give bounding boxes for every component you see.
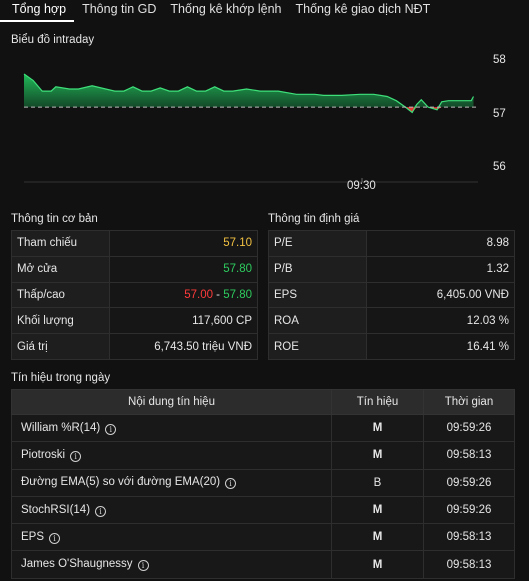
table-row: ROA 12.03 % [268,307,515,335]
column-header-content: Nội dung tín hiệu [11,389,332,415]
signal-value: M [331,495,424,525]
signal-name: Piotroski [21,448,66,461]
info-icon[interactable]: i [137,560,149,572]
y-tick-label: 56 [493,161,506,173]
signal-name-cell: Đường EMA(5) so với đường EMA(20) i [11,468,332,497]
y-tick-label: 58 [493,54,506,66]
signal-value: B [331,468,424,497]
signal-name: StochRSI(14) [21,503,91,516]
table-row[interactable]: Piotroski i M 09:58:13 [11,441,515,470]
signal-time: 09:58:13 [423,441,515,470]
table-row: Mở cửa 57.80 [11,255,258,283]
low-high-label: Thấp/cao [11,281,110,309]
signal-name: James O'Shaugnessy [21,558,133,571]
tab-investor-stats[interactable]: Thống kê giao dịch NĐT [295,2,431,16]
signal-name: Đường EMA(5) so với đường EMA(20) [21,476,221,489]
price-area [24,74,474,108]
table-row[interactable]: EPS i M 09:58:13 [11,523,515,552]
signal-time: 09:59:26 [423,413,515,443]
table-row: Tham chiếu 57.10 [11,230,258,257]
chart-title: Biểu đồ intraday [11,34,95,46]
table-row: EPS 6,405.00 VNĐ [268,281,515,309]
price-line [23,73,475,114]
y-tick-label: 57 [493,108,506,120]
ref-price-value: 57.10 [109,230,258,257]
basic-info-title: Thông tin cơ bản [11,213,98,225]
volume-value: 117,600 CP [109,307,258,335]
column-header-time: Thời gian [423,389,515,415]
table-row[interactable]: William %R(14) i M 09:59:26 [11,413,515,443]
signal-name-cell: Piotroski i [11,441,332,470]
basic-info-table: Tham chiếu 57.10 Mở cửa 57.80 Thấp/cao 5… [11,230,258,360]
roa-label: ROA [268,307,367,335]
x-tick-label: 09:30 [347,180,376,192]
signal-name-cell: William %R(14) i [11,413,332,443]
signal-time: 09:59:26 [423,495,515,525]
signal-value: M [331,413,424,443]
signal-value: M [331,550,424,579]
tab-matched-orders[interactable]: Thống kê khớp lệnh [170,2,282,16]
value-label: Giá trị [11,333,110,360]
signal-name-cell: EPS i [11,523,332,552]
table-row: P/E 8.98 [268,230,515,257]
info-icon[interactable]: i [105,423,117,435]
valuation-title: Thông tin định giá [268,213,360,225]
signal-value: M [331,523,424,552]
info-icon[interactable]: i [225,478,237,490]
signal-time: 09:58:13 [423,550,515,579]
trade-value: 6,743.50 triệu VNĐ [109,333,258,360]
info-icon[interactable]: i [49,532,61,544]
low-high-value: 57.00 - 57.80 [109,281,258,309]
table-row[interactable]: StochRSI(14) i M 09:59:26 [11,495,515,525]
signal-time: 09:58:13 [423,523,515,552]
signals-table: Nội dung tín hiệu Tín hiệu Thời gian Wil… [11,389,515,579]
table-row[interactable]: Đường EMA(5) so với đường EMA(20) i B 09:… [11,468,515,497]
eps-value: 6,405.00 VNĐ [366,281,515,309]
open-price-label: Mở cửa [11,255,110,283]
pb-value: 1.32 [366,255,515,283]
valuation-table: P/E 8.98 P/B 1.32 EPS 6,405.00 VNĐ ROA 1… [268,230,515,360]
table-row: ROE 16.41 % [268,333,515,360]
signal-time: 09:59:26 [423,468,515,497]
roe-label: ROE [268,333,367,360]
range-separator: - [212,288,224,301]
pb-label: P/B [268,255,367,283]
info-icon[interactable]: i [70,450,82,462]
tab-bar: Tổng hợp Thông tin GD Thống kê khớp lệnh… [0,0,529,22]
table-row[interactable]: James O'Shaugnessy i M 09:58:13 [11,550,515,579]
high-price: 57.80 [223,288,252,301]
table-row: Thấp/cao 57.00 - 57.80 [11,281,258,309]
signal-name: EPS [21,530,45,543]
signal-value: M [331,441,424,470]
pe-value: 8.98 [366,230,515,257]
table-header-row: Nội dung tín hiệu Tín hiệu Thời gian [11,389,515,415]
roe-value: 16.41 % [366,333,515,360]
table-row: Giá trị 6,743.50 triệu VNĐ [11,333,258,360]
info-icon[interactable]: i [95,505,107,517]
ref-price-label: Tham chiếu [11,230,110,257]
column-header-signal: Tín hiệu [331,389,424,415]
table-row: P/B 1.32 [268,255,515,283]
pe-label: P/E [268,230,367,257]
tab-trading-info[interactable]: Thông tin GD [82,2,157,16]
low-price: 57.00 [184,288,213,301]
signals-title: Tín hiệu trong ngày [11,372,111,384]
eps-label: EPS [268,281,367,309]
signal-name-cell: James O'Shaugnessy i [11,550,332,579]
table-row: Khối lượng 117,600 CP [11,307,258,335]
tab-overview[interactable]: Tổng hợp [0,0,75,22]
signal-name: William %R(14) [21,421,101,434]
intraday-chart: 58 57 56 09:30 [23,54,506,192]
volume-label: Khối lượng [11,307,110,335]
roa-value: 12.03 % [366,307,515,335]
open-price-value: 57.80 [109,255,258,283]
signal-name-cell: StochRSI(14) i [11,495,332,525]
